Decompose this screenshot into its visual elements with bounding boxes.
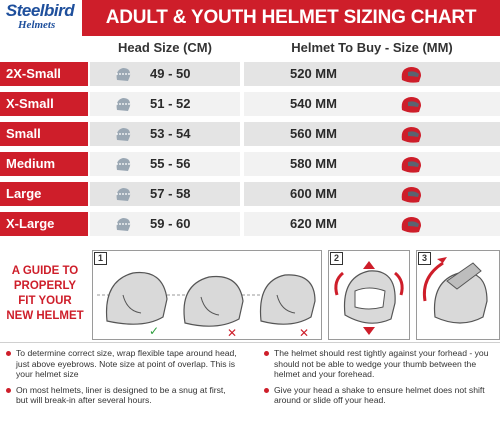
size-label: X-Large: [0, 212, 88, 236]
size-label: Large: [0, 182, 88, 206]
fit-panel-1: 1 ✓ ✕ ✕: [92, 250, 322, 340]
panel-number: 1: [94, 252, 107, 265]
helmet-fit-illustration: ✓ ✕ ✕: [97, 271, 317, 340]
fit-panel-3: 3: [416, 250, 500, 340]
helmet-size-cell: [244, 92, 500, 116]
helmet-size-value: 620 MM: [290, 216, 337, 231]
head-icon: [116, 188, 131, 201]
panel-number: 3: [418, 252, 431, 265]
size-label: Medium: [0, 152, 88, 176]
tips-left: To determine correct size, wrap flexible…: [6, 348, 238, 411]
helmet-shake-illustration: [334, 261, 404, 335]
divider: [0, 342, 500, 343]
helmet-size-value: 540 MM: [290, 96, 337, 111]
helmet-icon: [401, 187, 421, 203]
guide-line: NEW HELMET: [6, 310, 84, 322]
helmet-size-value: 600 MM: [290, 186, 337, 201]
helmet-icon: [401, 157, 421, 173]
svg-text:✕: ✕: [227, 326, 237, 339]
helmet-size-cell: [244, 182, 500, 206]
helmet-size-cell: [244, 152, 500, 176]
column-header-helmet-size: Helmet To Buy - Size (MM): [244, 36, 500, 60]
guide-line: A GUIDE TO: [11, 265, 79, 277]
head-size-value: 51 - 52: [150, 96, 191, 111]
head-size-cell: [90, 152, 240, 176]
helmet-icon: [401, 127, 421, 143]
head-icon: [116, 98, 131, 111]
guide-line: FIT YOUR: [18, 295, 72, 307]
table-row: Medium 55 - 56 580 MM: [0, 152, 500, 178]
tip-item: Give your head a shake to ensure helmet …: [264, 385, 496, 406]
head-size-value: 57 - 58: [150, 186, 191, 201]
head-size-value: 55 - 56: [150, 156, 191, 171]
table-row: Large 57 - 58 600 MM: [0, 182, 500, 208]
helmet-size-cell: [244, 62, 500, 86]
tip-item: To determine correct size, wrap flexible…: [6, 348, 238, 380]
helmet-size-cell: [244, 212, 500, 236]
brand-logo: Steelbird Helmets: [4, 1, 76, 35]
svg-text:✓: ✓: [149, 324, 159, 338]
table-row: Small 53 - 54 560 MM: [0, 122, 500, 148]
head-icon: [116, 128, 131, 141]
column-header-head-size: Head Size (CM): [90, 36, 240, 60]
size-label: X-Small: [0, 92, 88, 116]
helmet-size-value: 520 MM: [290, 66, 337, 81]
tip-item: On most helmets, liner is designed to be…: [6, 385, 238, 406]
head-icon: [116, 68, 131, 81]
guide-line: PROPERLY: [13, 280, 77, 292]
table-row: 2X-Small 49 - 50 520 MM: [0, 62, 500, 88]
tips-right: The helmet should rest tightly against y…: [264, 348, 496, 411]
head-size-cell: [90, 212, 240, 236]
svg-text:✕: ✕: [299, 326, 309, 339]
header: Steelbird Helmets ADULT & YOUTH HELMET S…: [0, 0, 500, 36]
helmet-icon: [401, 217, 421, 233]
size-label: 2X-Small: [0, 62, 88, 86]
helmet-icon: [401, 97, 421, 113]
head-size-cell: [90, 62, 240, 86]
size-label: Small: [0, 122, 88, 146]
page-title: ADULT & YOUTH HELMET SIZING CHART: [82, 0, 500, 36]
fit-panel-2: 2: [328, 250, 410, 340]
head-size-cell: [90, 92, 240, 116]
helmet-size-cell: [244, 122, 500, 146]
head-icon: [116, 158, 131, 171]
brand-name: Steelbird: [5, 1, 75, 20]
head-icon: [116, 218, 131, 231]
head-size-value: 49 - 50: [150, 66, 191, 81]
fit-guide-heading: A GUIDE TO PROPERLY FIT YOUR NEW HELMET: [0, 250, 90, 340]
tip-item: The helmet should rest tightly against y…: [264, 348, 496, 380]
table-row: X-Small 51 - 52 540 MM: [0, 92, 500, 118]
helmet-size-value: 580 MM: [290, 156, 337, 171]
head-size-value: 53 - 54: [150, 126, 191, 141]
helmet-icon: [401, 67, 421, 83]
table-row: X-Large 59 - 60 620 MM: [0, 212, 500, 238]
head-size-cell: [90, 122, 240, 146]
helmet-size-value: 560 MM: [290, 126, 337, 141]
panel-number: 2: [330, 252, 343, 265]
head-size-cell: [90, 182, 240, 206]
helmet-rotate-illustration: [422, 257, 488, 324]
head-size-value: 59 - 60: [150, 216, 191, 231]
brand-sub: Helmets: [18, 19, 56, 31]
